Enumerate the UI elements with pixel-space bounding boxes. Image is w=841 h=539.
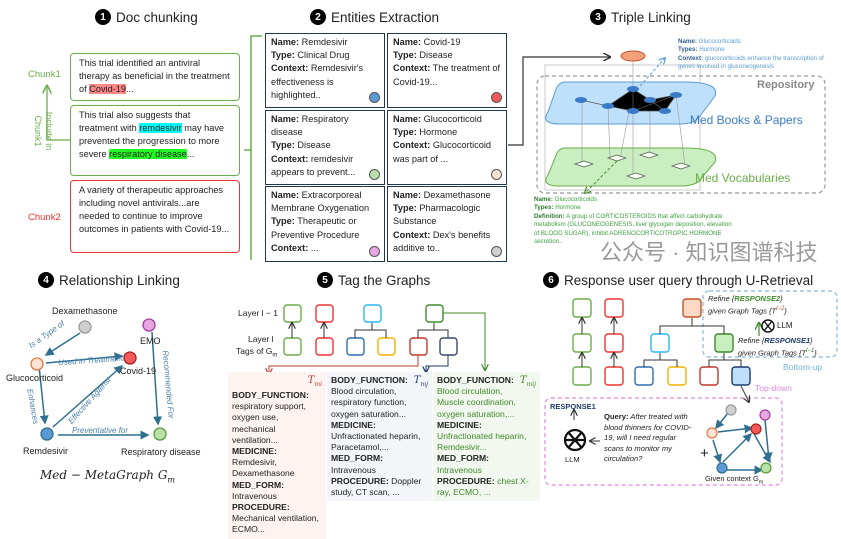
llm-icon-small [761,319,775,333]
diagram-graphics [30,35,838,486]
tag-symbol: Tmj [413,375,428,388]
chunk1-text-a: This trial identified an antiviral thera… [70,53,240,101]
vocab-plane [545,147,717,187]
chunk2-text: A variety of therapeutic approaches incl… [70,180,240,253]
node-emo: EMO [140,336,161,346]
top-down-box [544,397,783,486]
entity-color-dot [491,169,502,180]
repository-box [536,75,826,194]
section-entities-title: 2 Entities Extraction [310,9,439,25]
vocab-entity-info: Name: Glucocorticoids Types: Hormone Defin… [534,196,732,246]
chunk1-text-b: This trial also suggests that treatment … [70,105,240,176]
node-remdesivir: Remdesivir [23,446,69,456]
entity-card: Name: Glucocorticoid Type: Hormone Context… [387,110,507,185]
plus-sign: + [700,445,709,462]
med-books-label: Med Books & Papers [690,113,803,127]
llm-icon-large [563,428,587,452]
bottom-up-label: Bottom-up [783,362,823,372]
entity-color-dot [369,246,380,257]
books-entity-info: Name: Glucocorticoids Types: Hormone Conte… [678,38,824,71]
section-triple-linking-title: 3 Triple Linking [590,9,691,25]
include-arrow [47,86,70,141]
llm-label-small: LLM [777,321,793,330]
chunk-bracket [244,35,262,260]
tag-symbol: Tmi [307,375,322,388]
step-number: 1 [95,9,111,25]
tags-of-label: Tags of Gm [236,346,278,359]
tag-panel: Tmij BODY_FUNCTION: Blood circulation, Mu… [433,372,540,502]
entity-card: Name: Covid-19 Type: Disease Context: The … [387,33,507,108]
include-label: Include in Chunk1 [33,111,54,151]
entity-card: Name: Remdesivir Type: Clinical Drug Conte… [265,33,385,108]
refine-response1: Refine {RESPONSE1} given Graph Tags {Tl−1… [738,336,817,358]
tag-symbol: Tmij [519,375,536,388]
section-tag-title: 5 Tag the Graphs [317,272,430,288]
tag-panel: Tmj BODY_FUNCTION: Blood circulation, res… [327,372,432,502]
user-query: Query: After treated with blood thinners… [604,412,692,463]
refine-response2: Refine {RESPONSE2} given Graph Tags {Tl−2… [708,294,787,316]
response1-label: RESPONSE1 [550,402,596,411]
entity-color-dot [369,92,380,103]
med-vocab-label: Med Vocabularies [695,171,791,185]
node-glucocorticoid: Glucocorticoid [6,373,64,383]
llm-label: LLM [565,455,580,464]
glucocorticoid-node [620,50,646,62]
chunk1-label: Chunk1 [28,69,61,80]
chunk2-label: Chunk2 [28,212,61,223]
metagraph-caption: Med − MetaGraph Gm [40,468,175,485]
given-context-label: Given context Gm [705,474,764,486]
watermark: 公众号 · 知识图谱科技 [600,240,818,265]
entity-card: Name: Respiratory disease Type: Disease Co… [265,110,385,185]
top-down-label: Top-down [755,383,792,393]
title-text: Doc chunking [116,9,198,25]
repository-label: Repository [757,79,815,91]
entity-card: Name: Dexamethasone Type: Pharmacologic S… [387,186,507,262]
section-response-title: 6 Response user query through U-Retrieval [543,272,813,288]
entity-color-dot [491,246,502,257]
tag-panel: Tmi BODY_FUNCTION: respiratory support, o… [228,372,326,539]
section-relationship-title: 4 Relationship Linking [38,272,180,288]
layer-label: Layer l [248,334,274,344]
edge-preventative-for: Preventative for [72,426,129,435]
entity-color-dot [369,169,380,180]
section-doc-chunking-title: 1 Doc chunking [95,9,198,25]
layer-prev-label: Layer l − 1 [238,308,278,318]
bottom-up-box [702,290,838,358]
node-covid: Covid-19 [120,366,157,376]
node-dexamethasone: Dexamethasone [52,306,118,316]
node-respiratory: Respiratory disease [121,447,201,457]
entity-card: Name: Extracorporeal Membrane Oxygenatio… [265,186,385,262]
entity-color-dot [491,92,502,103]
link-arrow [508,57,610,146]
